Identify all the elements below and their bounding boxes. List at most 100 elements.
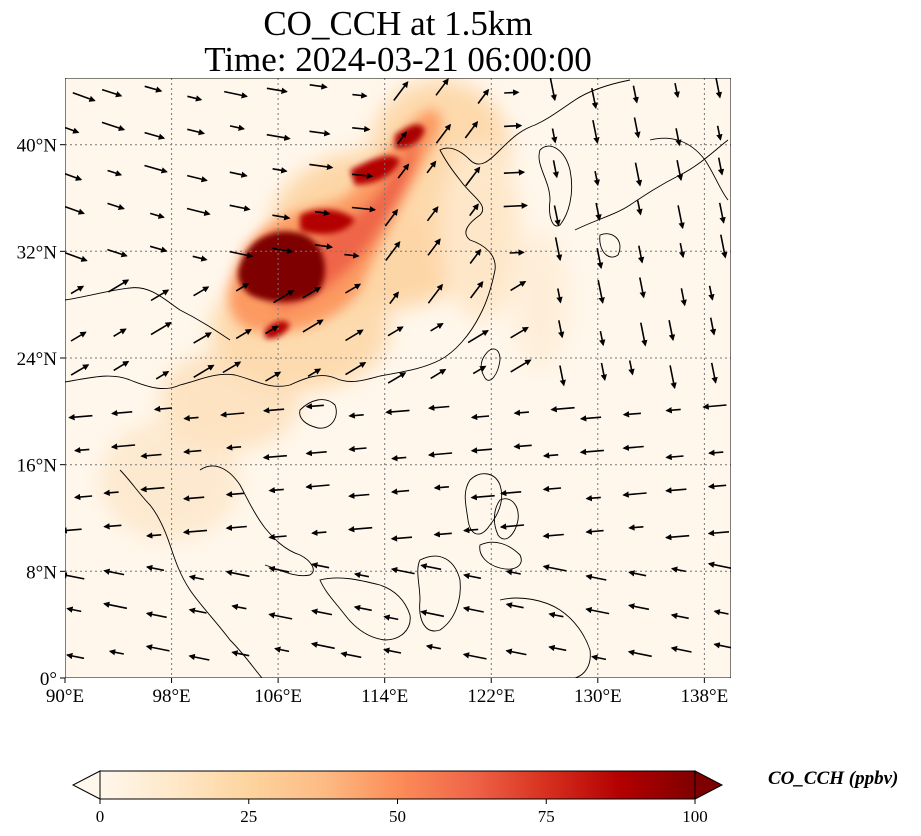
wind-arrow bbox=[187, 128, 206, 136]
wind-arrow bbox=[103, 523, 122, 530]
lat-tick-label: 40°N bbox=[17, 136, 58, 157]
wind-arrow bbox=[595, 202, 602, 221]
wind-arrow bbox=[65, 205, 85, 215]
wind-arrow bbox=[542, 564, 567, 572]
lon-tick-label: 106°E bbox=[254, 686, 302, 707]
wind-arrow bbox=[347, 525, 373, 533]
wind-arrow bbox=[551, 128, 558, 144]
wind-arrow bbox=[670, 645, 692, 653]
wind-arrow bbox=[274, 646, 290, 653]
wind-arrow bbox=[351, 206, 377, 213]
wind-arrow bbox=[702, 403, 727, 410]
wind-arrow bbox=[593, 170, 600, 187]
wind-arrow bbox=[305, 483, 330, 490]
wind-arrow bbox=[229, 171, 248, 178]
wind-arrow bbox=[383, 614, 399, 621]
wind-arrow bbox=[499, 523, 525, 530]
wind-arrow bbox=[622, 444, 644, 451]
co-concentration-field bbox=[100, 80, 570, 540]
wind-arrow bbox=[592, 119, 600, 144]
wind-arrow bbox=[101, 121, 126, 132]
wind-arrow bbox=[463, 572, 482, 580]
wind-arrow bbox=[628, 360, 635, 376]
wind-arrow bbox=[720, 234, 728, 259]
wind-arrow bbox=[707, 561, 731, 569]
wind-arrow bbox=[268, 486, 284, 494]
colorbar-tick-label: 100 bbox=[682, 807, 708, 826]
wind-arrow bbox=[348, 445, 367, 453]
wind-arrow bbox=[182, 528, 208, 536]
lon-tick-label: 130°E bbox=[574, 686, 622, 707]
wind-arrow bbox=[585, 494, 601, 502]
wind-arrow bbox=[462, 652, 487, 660]
wind-arrow bbox=[425, 643, 441, 651]
lat-tick-label: 0° bbox=[40, 669, 57, 690]
colorbar-tick-label: 25 bbox=[240, 807, 257, 826]
wind-arrow bbox=[477, 88, 490, 104]
wind-arrow bbox=[591, 88, 598, 110]
colorbar-tick-label: 50 bbox=[389, 807, 406, 826]
wind-arrow bbox=[670, 566, 687, 573]
wind-arrow bbox=[513, 409, 529, 416]
wind-arrow bbox=[103, 568, 125, 576]
wind-arrow bbox=[231, 603, 247, 611]
wind-arrow bbox=[600, 362, 607, 381]
wind-arrow bbox=[639, 277, 646, 299]
wind-arrow bbox=[628, 524, 644, 531]
wind-arrow bbox=[470, 413, 490, 421]
wind-arrow bbox=[193, 286, 210, 297]
wind-arrow bbox=[550, 405, 575, 413]
wind-arrow bbox=[348, 412, 364, 419]
wind-arrow bbox=[469, 280, 484, 299]
wind-arrow bbox=[65, 251, 88, 262]
longitude-axis: 90°E 98°E 106°E 114°E 122°E 130°E 138°E bbox=[46, 678, 728, 707]
wind-arrow bbox=[225, 491, 245, 498]
wind-arrow bbox=[144, 85, 163, 93]
wind-arrow bbox=[542, 452, 559, 459]
wind-arrow bbox=[268, 565, 290, 573]
wind-arrow bbox=[231, 650, 250, 657]
wind-arrow bbox=[628, 603, 650, 611]
wind-arrow bbox=[420, 609, 445, 618]
wind-arrow bbox=[472, 365, 487, 375]
wind-arrow bbox=[505, 648, 527, 656]
wind-arrow bbox=[182, 495, 205, 502]
wind-arrow bbox=[145, 564, 165, 572]
wind-arrow bbox=[348, 492, 370, 499]
wind-arrow bbox=[585, 528, 604, 535]
wind-arrow bbox=[183, 414, 199, 422]
map-panel bbox=[65, 78, 731, 678]
lon-tick-label: 138°E bbox=[681, 686, 729, 707]
wind-arrow bbox=[665, 453, 684, 461]
wind-arrow bbox=[542, 485, 562, 493]
wind-arrow bbox=[677, 205, 685, 230]
wind-arrow bbox=[352, 92, 368, 99]
wind-arrow bbox=[385, 408, 410, 416]
wind-arrow bbox=[68, 413, 93, 421]
wind-arrow bbox=[420, 563, 442, 571]
wind-arrow bbox=[680, 288, 687, 307]
wind-arrow bbox=[66, 652, 85, 660]
wind-arrow bbox=[470, 447, 492, 454]
wind-arrow bbox=[352, 125, 371, 133]
wind-arrow bbox=[558, 320, 565, 339]
colorbar-extend-max bbox=[694, 770, 724, 800]
wind-arrow bbox=[393, 81, 409, 101]
wind-arrow bbox=[144, 131, 166, 140]
wind-arrow bbox=[192, 255, 208, 262]
wind-arrow bbox=[225, 569, 250, 578]
lat-tick-label: 8°N bbox=[26, 562, 57, 583]
wind-arrow bbox=[510, 280, 527, 292]
wind-arrow bbox=[268, 533, 287, 541]
colorbar-ticks: 0 25 50 75 100 bbox=[96, 799, 708, 826]
wind-arrow bbox=[262, 407, 285, 414]
gridlines bbox=[65, 78, 731, 678]
wind-arrow bbox=[344, 283, 362, 294]
wind-arrow bbox=[272, 167, 288, 174]
wind-arrow bbox=[229, 124, 245, 131]
wind-arrow bbox=[70, 364, 90, 376]
wind-arrow bbox=[188, 607, 207, 614]
wind-arrow bbox=[513, 443, 532, 450]
wind-arrow bbox=[149, 245, 168, 253]
